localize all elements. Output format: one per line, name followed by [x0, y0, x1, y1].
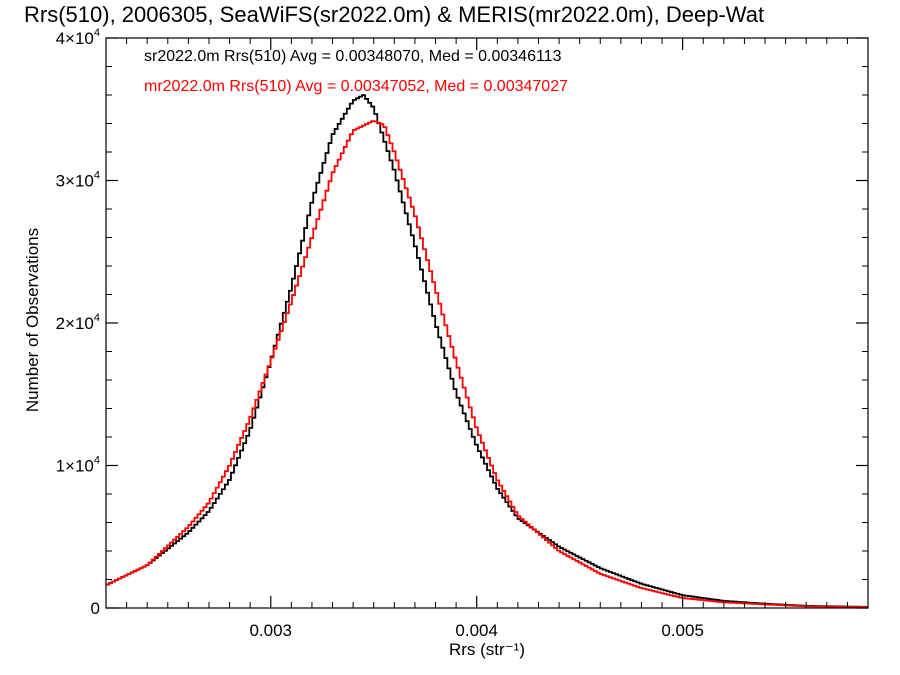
x-tick-label: 0.004	[455, 621, 498, 640]
series-line-1	[106, 120, 868, 609]
x-tick-label: 0.005	[661, 621, 704, 640]
y-tick-label: 1×104	[56, 455, 100, 476]
series-line-0	[106, 94, 868, 608]
annotation-red-stats: mr2022.0m Rrs(510) Avg = 0.00347052, Med…	[144, 78, 568, 95]
y-tick-label: 3×104	[56, 170, 100, 191]
y-tick-label: 0	[91, 599, 100, 618]
x-tick-label: 0.003	[249, 621, 292, 640]
annotation-black-stats: sr2022.0m Rrs(510) Avg = 0.00348070, Med…	[144, 48, 562, 65]
plot-frame	[105, 37, 869, 609]
y-axis-label: Number of Observations	[23, 228, 42, 412]
y-tick-label: 4×104	[56, 27, 100, 48]
x-axis-label: Rrs (str⁻¹)	[449, 640, 525, 659]
series-layer	[106, 94, 868, 609]
y-tick-label: 2×104	[56, 312, 100, 333]
chart-title: Rrs(510), 2006305, SeaWiFS(sr2022.0m) & …	[24, 2, 764, 27]
axis-ticks: 0.003 0.004 0.005 0 1×104 2×104 3×104 4×104	[56, 27, 868, 640]
